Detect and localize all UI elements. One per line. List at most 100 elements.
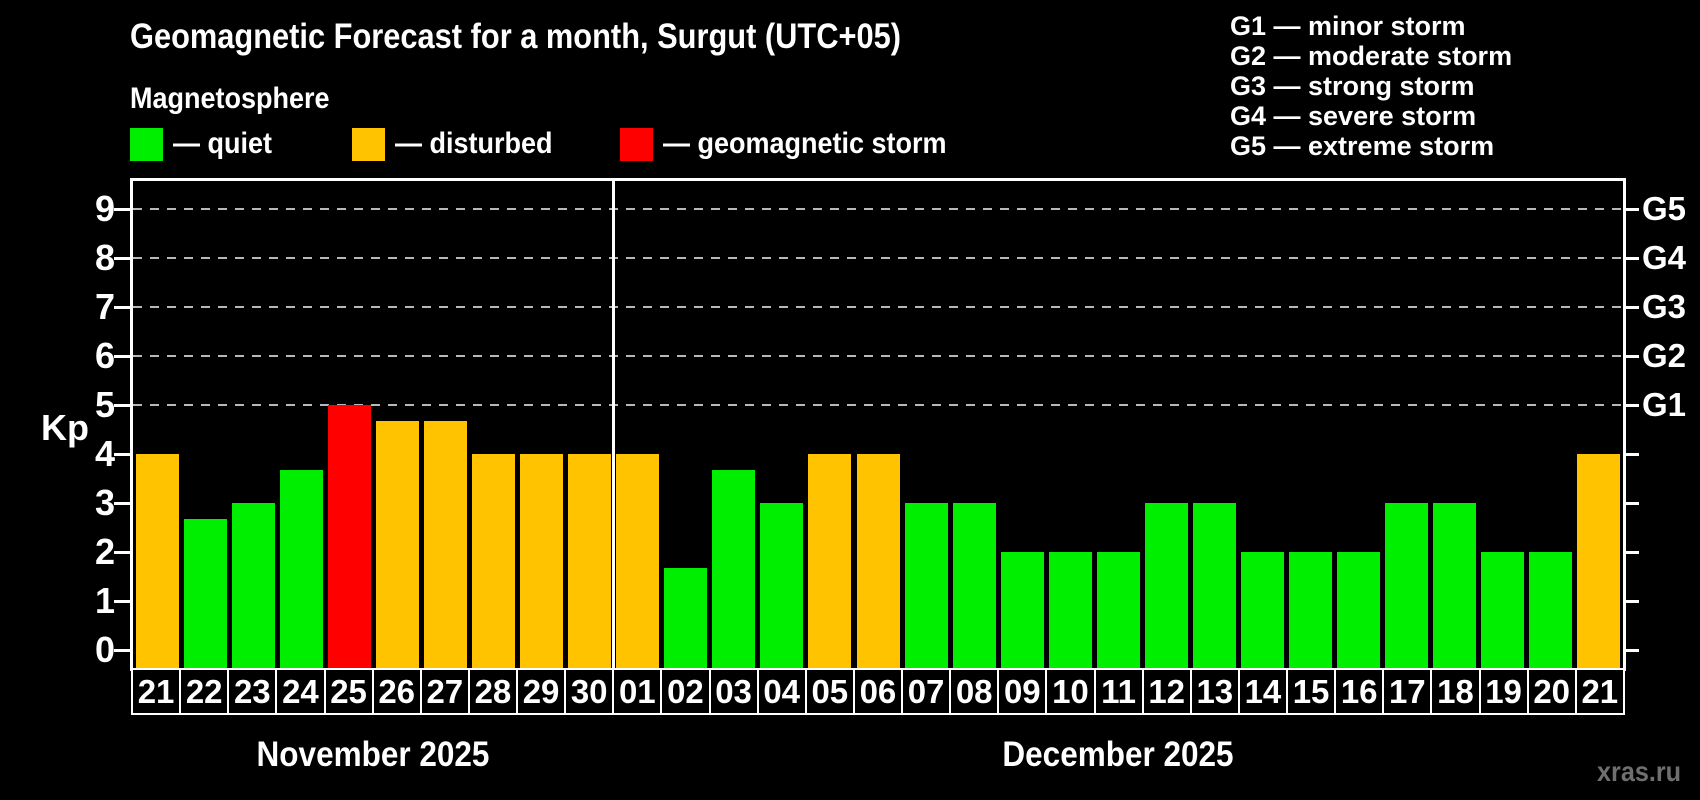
gridline-kp8	[133, 257, 1623, 259]
gridline-kp9	[133, 208, 1623, 210]
page-title: Geomagnetic Forecast for a month, Surgut…	[130, 17, 1006, 57]
kp-bar	[1144, 503, 1188, 668]
axis-tick	[114, 306, 130, 309]
kp-bar	[568, 454, 612, 668]
kp-bar	[856, 454, 900, 668]
legend-item-storm: — geomagnetic storm	[620, 127, 978, 161]
day-label: 21	[131, 668, 182, 715]
kp-bar	[1385, 503, 1429, 668]
axis-tick	[1623, 257, 1639, 260]
g-legend-line: G3 — strong storm	[1230, 71, 1475, 101]
g-scale-label-g5: G5	[1642, 190, 1687, 227]
kp-bar	[327, 405, 371, 668]
day-label: 19	[1478, 668, 1529, 715]
day-label: 01	[612, 668, 663, 715]
axis-tick	[114, 502, 130, 505]
axis-tick	[114, 257, 130, 260]
day-label: 08	[949, 668, 1000, 715]
quiet-color-swatch	[130, 127, 163, 161]
y-tick-label: 8	[94, 237, 115, 278]
axis-tick	[114, 208, 130, 211]
kp-bar	[1481, 552, 1525, 668]
kp-bar	[279, 470, 323, 668]
watermark: xras.ru	[1596, 756, 1681, 787]
g-legend-line: G2 — moderate storm	[1230, 41, 1513, 71]
day-label: 27	[419, 668, 470, 715]
axis-tick	[1623, 453, 1639, 456]
day-label: 10	[1045, 668, 1096, 715]
day-label: 26	[371, 668, 422, 715]
kp-bar	[1433, 503, 1477, 668]
day-label: 24	[275, 668, 326, 715]
legend-label-quiet: — quiet	[173, 127, 272, 160]
month-label: November 2025	[256, 735, 490, 774]
day-label: 17	[1382, 668, 1433, 715]
day-label: 03	[708, 668, 759, 715]
kp-bar	[1096, 552, 1140, 668]
day-label: 21	[1574, 668, 1625, 715]
kp-bar	[1241, 552, 1285, 668]
g-scale-legend: G1 — minor storm G2 — moderate storm G3 — …	[1230, 11, 1512, 161]
gridline-kp5	[133, 404, 1623, 406]
day-label: 16	[1334, 668, 1385, 715]
g-scale-label-g2: G2	[1642, 337, 1687, 374]
subtitle: Magnetosphere	[130, 82, 352, 115]
day-label: 30	[564, 668, 615, 715]
kp-bar	[808, 454, 852, 668]
day-label: 29	[516, 668, 567, 715]
legend-item-quiet: — quiet	[130, 127, 283, 161]
kp-bar	[375, 421, 419, 668]
axis-tick	[1623, 355, 1639, 358]
axis-tick	[114, 453, 130, 456]
g-scale-label-g3: G3	[1642, 288, 1687, 325]
g-legend-line: G4 — severe storm	[1230, 101, 1477, 131]
legend-item-disturbed: — disturbed	[352, 127, 570, 161]
kp-bar	[1048, 552, 1092, 668]
day-label: 20	[1526, 668, 1577, 715]
day-label: 05	[804, 668, 855, 715]
gridline-kp7	[133, 306, 1623, 308]
day-label: 14	[1237, 668, 1288, 715]
g-legend-line: G1 — minor storm	[1230, 11, 1466, 41]
axis-tick	[1623, 404, 1639, 407]
axis-tick	[1623, 306, 1639, 309]
legend-label-storm: — geomagnetic storm	[663, 127, 947, 160]
kp-bar	[183, 519, 227, 668]
axis-tick	[1623, 600, 1639, 603]
y-tick-label: 6	[94, 335, 115, 376]
subtitle-text: Magnetosphere	[130, 82, 330, 115]
y-tick-label: 9	[94, 188, 115, 229]
kp-bar	[1192, 503, 1236, 668]
y-tick-label: 1	[94, 580, 115, 621]
storm-color-swatch	[620, 127, 653, 161]
kp-bar	[520, 454, 564, 668]
day-label: 13	[1189, 668, 1240, 715]
day-label: 15	[1286, 668, 1337, 715]
day-label: 11	[1093, 668, 1144, 715]
kp-bar	[1529, 552, 1573, 668]
legend-label-disturbed: — disturbed	[395, 127, 553, 160]
axis-tick	[1623, 649, 1639, 652]
day-label: 23	[227, 668, 278, 715]
axis-tick	[114, 600, 130, 603]
axis-tick	[114, 551, 130, 554]
kp-bar	[616, 454, 660, 668]
day-label: 18	[1430, 668, 1481, 715]
kp-bar	[1337, 552, 1381, 668]
y-tick-label: 3	[94, 482, 115, 523]
kp-bar	[664, 568, 708, 668]
y-tick-label: 4	[94, 433, 115, 474]
kp-bar	[423, 421, 467, 668]
axis-tick	[114, 404, 130, 407]
day-label: 06	[852, 668, 903, 715]
day-label: 09	[997, 668, 1048, 715]
axis-tick	[1623, 551, 1639, 554]
axis-tick	[1623, 208, 1639, 211]
g-scale-label-g1: G1	[1642, 386, 1687, 423]
day-label: 02	[660, 668, 711, 715]
day-label: 22	[179, 668, 230, 715]
g-legend-line: G5 — extreme storm	[1230, 131, 1495, 161]
day-label: 07	[901, 668, 952, 715]
kp-bar	[760, 503, 804, 668]
